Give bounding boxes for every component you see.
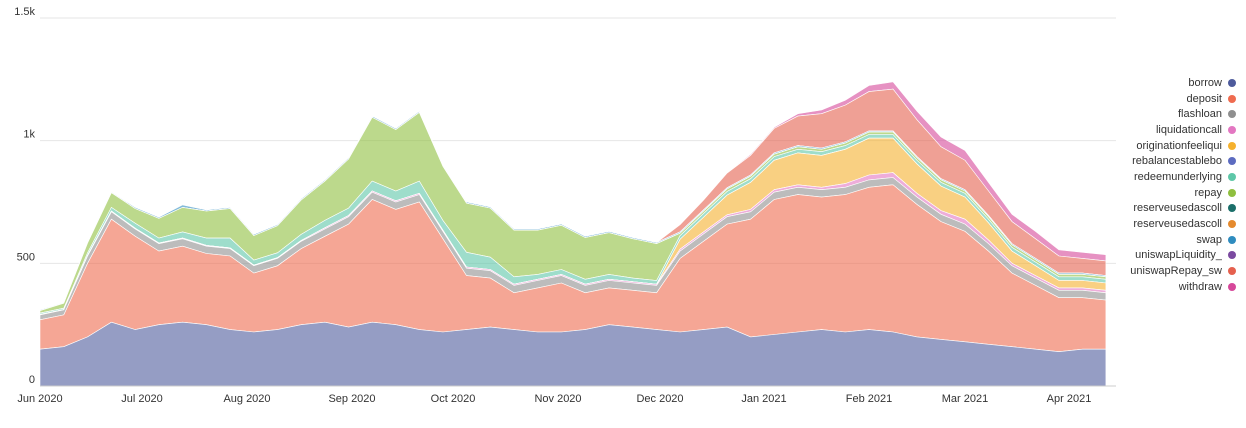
legend-swatch [1228,125,1236,134]
y-tick-label: 500 [17,251,35,263]
legend-swatch [1228,172,1236,181]
legend-label: reserveusedascoll [1133,218,1222,231]
legend-label: deposit [1186,92,1222,105]
legend-item[interactable]: repay [1118,185,1236,201]
legend-item[interactable]: redeemunderlying [1118,169,1236,185]
legend-label: originationfeeliqui [1136,139,1222,152]
legend-swatch [1228,78,1236,87]
legend-item[interactable]: withdraw [1118,279,1236,295]
legend-swatch [1228,188,1236,197]
legend-item[interactable]: swap [1118,232,1236,248]
legend-item[interactable]: reserveusedascoll [1118,201,1236,217]
legend-item[interactable]: originationfeeliqui [1118,138,1236,154]
legend-label: swap [1196,233,1222,246]
y-tick-label: 1k [23,129,35,141]
legend-label: flashloan [1177,108,1222,121]
legend-item[interactable]: uniswapLiquidity_ [1118,248,1236,264]
x-tick-label: Aug 2020 [223,393,270,405]
legend-item[interactable]: uniswapRepay_sw [1118,263,1236,279]
x-tick-label: Apr 2021 [1047,393,1092,405]
x-tick-label: Dec 2020 [636,393,683,405]
x-tick-label: Mar 2021 [942,393,988,405]
legend-label: redeemunderlying [1133,170,1222,183]
x-tick-label: Jul 2020 [121,393,163,405]
legend-swatch [1228,110,1236,119]
y-tick-label: 0 [29,374,35,386]
legend-swatch [1228,267,1236,276]
legend-swatch [1228,157,1236,166]
x-tick-label: Feb 2021 [846,393,892,405]
legend-label: uniswapLiquidity_ [1135,249,1222,262]
legend-swatch [1228,235,1236,244]
legend-swatch [1228,141,1236,150]
x-tick-label: Nov 2020 [534,393,581,405]
legend-item[interactable]: borrow [1118,75,1236,91]
legend-item[interactable]: deposit [1118,91,1236,107]
legend-swatch [1228,94,1236,103]
legend-label: reserveusedascoll [1133,202,1222,215]
legend-item[interactable]: rebalancestablebo [1118,153,1236,169]
legend-item[interactable]: flashloan [1118,106,1236,122]
legend-item[interactable]: reserveusedascoll [1118,216,1236,232]
legend: borrow deposit flashloan liquidationcall ori… [1118,75,1236,295]
x-tick-label: Sep 2020 [328,393,375,405]
legend-item[interactable]: liquidationcall [1118,122,1236,138]
legend-label: borrow [1188,76,1222,89]
legend-label: rebalancestablebo [1132,155,1222,168]
x-tick-label: Oct 2020 [431,393,476,405]
legend-swatch [1228,251,1236,260]
legend-label: liquidationcall [1155,123,1222,136]
y-tick-label: 1.5k [14,6,35,18]
legend-swatch [1228,220,1236,229]
legend-label: repay [1194,186,1222,199]
legend-swatch [1228,204,1236,213]
x-tick-label: Jun 2020 [17,393,62,405]
legend-swatch [1228,282,1236,291]
legend-label: withdraw [1178,280,1222,293]
legend-label: uniswapRepay_sw [1130,265,1222,278]
x-tick-label: Jan 2021 [741,393,786,405]
